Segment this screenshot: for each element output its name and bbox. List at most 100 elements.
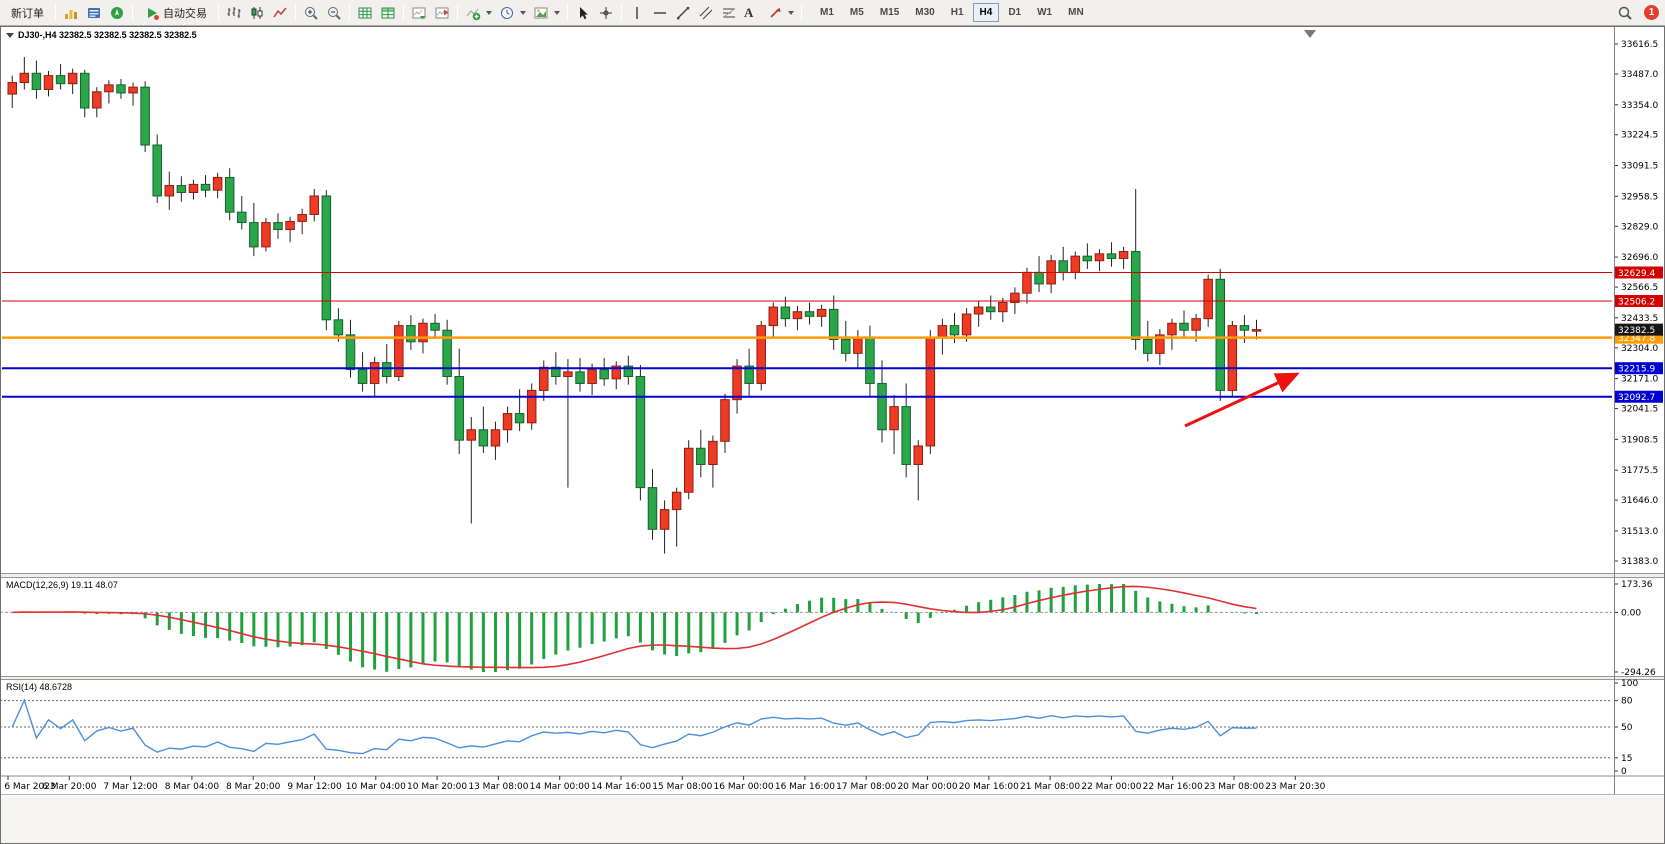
chart-shift-marker[interactable] — [1304, 30, 1316, 38]
auto-trading-button[interactable]: 自动交易 — [137, 2, 214, 24]
svg-text:31646.0: 31646.0 — [1621, 496, 1658, 506]
channel-button[interactable] — [695, 2, 717, 24]
candlestick-button[interactable] — [246, 2, 268, 24]
new-order-button[interactable]: 新订单 — [4, 2, 51, 24]
grid-icon — [358, 7, 372, 18]
svg-text:17 Mar 08:00: 17 Mar 08:00 — [836, 782, 896, 792]
panel-splitter-rsi[interactable] — [0, 676, 1665, 680]
periods-clock-icon — [501, 6, 513, 19]
price-axis: 33616.5 33487.0 33354.0 33224.5 33091.5 32958… — [1614, 40, 1658, 567]
svg-text:32347.8: 32347.8 — [1618, 334, 1655, 344]
svg-text:33354.0: 33354.0 — [1621, 101, 1658, 111]
market-watch-button[interactable] — [60, 2, 82, 24]
toolbar-separator — [567, 4, 568, 21]
svg-text:22 Mar 16:00: 22 Mar 16:00 — [1143, 782, 1203, 792]
arrows-tool-button[interactable] — [764, 2, 797, 24]
svg-text:23 Mar 20:30: 23 Mar 20:30 — [1265, 782, 1325, 792]
svg-text:100: 100 — [1621, 679, 1638, 689]
indicators-icon — [466, 8, 481, 20]
svg-text:173.36: 173.36 — [1621, 580, 1653, 590]
arrow-annotation[interactable] — [1184, 372, 1300, 428]
price-chart[interactable]: 33616.5 33487.0 33354.0 33224.5 33091.5 32958… — [0, 26, 1665, 844]
text-tool-icon: A — [744, 5, 754, 20]
horizontal-line-button[interactable] — [649, 2, 671, 24]
timeframe-m30[interactable]: M30 — [915, 7, 935, 18]
templates-button[interactable] — [530, 2, 563, 24]
timeframe-d1[interactable]: D1 — [1008, 7, 1022, 18]
price-badge: 32215.9 — [1614, 362, 1663, 375]
indicators-button[interactable] — [462, 2, 495, 24]
cursor-button[interactable] — [572, 2, 594, 24]
candlestick-icon — [251, 6, 263, 19]
toolbar-right: 1 — [1614, 2, 1661, 24]
timeframe-h1[interactable]: H1 — [950, 7, 964, 18]
vertical-line-icon — [636, 6, 638, 19]
toolbar-separator — [132, 4, 133, 21]
periods-button[interactable] — [496, 2, 529, 24]
svg-text:21 Mar 08:00: 21 Mar 08:00 — [1020, 782, 1080, 792]
svg-text:32171.0: 32171.0 — [1621, 375, 1658, 385]
navigator-icon — [111, 6, 123, 19]
text-tool-button[interactable]: A — [741, 2, 763, 24]
dropdown-caret — [486, 10, 492, 15]
navigator-button[interactable] — [106, 2, 128, 24]
toolbar-separator — [457, 4, 458, 21]
fibonacci-icon — [722, 7, 736, 18]
svg-text:33224.5: 33224.5 — [1621, 131, 1658, 141]
grid-toggle-button[interactable] — [354, 2, 376, 24]
svg-text:32215.9: 32215.9 — [1618, 365, 1655, 375]
vertical-line-button[interactable] — [626, 2, 648, 24]
templates-icon — [534, 7, 548, 18]
panel-splitter-macd[interactable] — [0, 573, 1665, 578]
line-chart-button[interactable] — [269, 2, 291, 24]
zoom-out-button[interactable] — [323, 2, 345, 24]
timeframe-w1[interactable]: W1 — [1037, 7, 1053, 18]
auto-scroll-icon — [412, 7, 426, 19]
svg-text:23 Mar 08:00: 23 Mar 08:00 — [1204, 782, 1264, 792]
search-button[interactable] — [1614, 2, 1636, 24]
zoom-out-icon — [328, 6, 341, 20]
channel-icon — [699, 6, 713, 19]
dropdown-caret — [788, 10, 794, 15]
macd-panel: 173.36 0.00 -294.26 — [0, 580, 1656, 678]
crosshair-button[interactable] — [595, 2, 617, 24]
search-icon — [1618, 6, 1632, 20]
object-list-button[interactable] — [377, 2, 399, 24]
svg-text:32092.7: 32092.7 — [1618, 393, 1655, 403]
fibonacci-button[interactable] — [718, 2, 740, 24]
svg-text:14 Mar 16:00: 14 Mar 16:00 — [591, 782, 651, 792]
svg-text:15: 15 — [1621, 754, 1632, 764]
toolbar-separator — [218, 4, 219, 21]
bottom-margin — [0, 796, 1665, 844]
svg-text:-294.26: -294.26 — [1621, 668, 1656, 678]
timeframe-m5[interactable]: M5 — [849, 7, 864, 18]
one-click-trading-arrow[interactable] — [6, 33, 14, 39]
chart-shift-button[interactable] — [431, 2, 453, 24]
svg-text:0.00: 0.00 — [1621, 608, 1641, 618]
svg-text:22 Mar 00:00: 22 Mar 00:00 — [1081, 782, 1141, 792]
svg-text:6 Mar 2023: 6 Mar 2023 — [4, 782, 55, 792]
price-badge: 32092.7 — [1614, 390, 1663, 403]
timeframe-h4[interactable]: H4 — [972, 3, 1000, 22]
chart-window[interactable]: DJ30-,H4 32382.5 32382.5 32382.5 32382.5… — [0, 26, 1665, 844]
auto-scroll-button[interactable] — [408, 2, 430, 24]
notification-badge[interactable]: 1 — [1644, 5, 1659, 20]
bar-chart-button[interactable] — [223, 2, 245, 24]
svg-text:32433.5: 32433.5 — [1621, 314, 1658, 324]
timeframe-mn[interactable]: MN — [1068, 7, 1084, 18]
timeframe-m1[interactable]: M1 — [820, 7, 834, 18]
svg-text:31513.0: 31513.0 — [1621, 527, 1658, 537]
svg-text:32304.0: 32304.0 — [1621, 344, 1658, 354]
svg-text:20 Mar 16:00: 20 Mar 16:00 — [959, 782, 1019, 792]
zoom-in-button[interactable] — [300, 2, 322, 24]
trendline-button[interactable] — [672, 2, 694, 24]
svg-text:16 Mar 00:00: 16 Mar 00:00 — [714, 782, 774, 792]
line-chart-icon — [273, 7, 287, 17]
timeframe-m15[interactable]: M15 — [879, 7, 900, 18]
toolbar-separator — [403, 4, 404, 21]
svg-text:31775.5: 31775.5 — [1621, 466, 1658, 476]
svg-text:13 Mar 08:00: 13 Mar 08:00 — [468, 782, 528, 792]
data-window-button[interactable] — [83, 2, 105, 24]
horizontal-line-icon — [654, 11, 666, 14]
dropdown-caret — [554, 10, 560, 15]
